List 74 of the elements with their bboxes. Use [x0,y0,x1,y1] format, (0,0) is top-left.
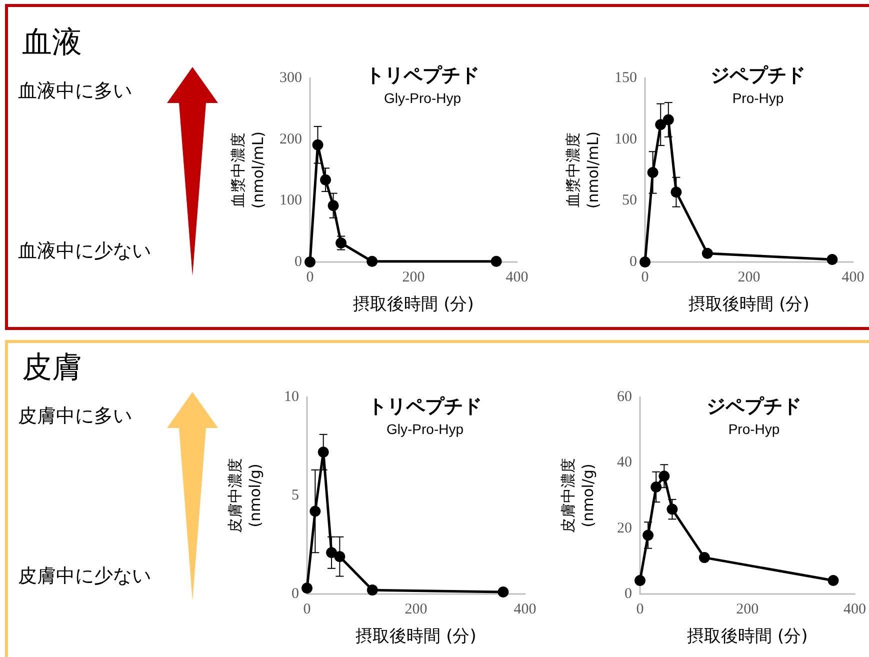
x-tick-label: 200 [404,602,428,618]
x-tick-label: 400 [506,270,528,286]
y-tick-label: 5 [292,488,299,504]
x-tick-label: 0 [641,270,649,286]
point [647,166,658,178]
x-axis-title: 摂取後時間 (分) [353,294,474,314]
text: 皮膚中に少ない [18,564,151,589]
y-axis-title: 皮膚中濃度 (nmol/g) [226,458,264,533]
x-tick-label: 200 [736,602,759,618]
y-tick-label: 60 [617,389,632,405]
point [326,547,338,558]
y-tick-label: 200 [280,131,302,148]
point [634,575,646,586]
y-axis-title: 血漿中濃度 (nmol/mL) [229,131,267,209]
chart-title: トリペプチド [368,396,482,418]
x-tick-label: 200 [402,270,425,286]
point [334,551,346,562]
y-tick-label: 20 [617,520,632,536]
y-tick-label: 10 [284,389,299,405]
point [670,186,682,198]
chart-title: ジペプチド [706,396,802,418]
point [662,114,674,126]
point [642,530,654,541]
y-tick-label: 50 [622,192,637,209]
y-tick-label: 100 [614,131,637,148]
x-tick-label: 400 [514,602,536,618]
point [650,481,662,492]
y-tick-label: 0 [630,254,637,270]
y-tick-label: 0 [624,586,632,602]
text: 血液中に少ない [18,239,151,264]
y-tick-label: 150 [614,70,637,86]
text: 血液中に多い [18,79,132,104]
point [320,174,332,186]
text: Pro-Hyp [728,421,780,437]
point [826,254,838,266]
point [655,119,666,130]
y-axis-title: 皮膚中濃度 (nmol/g) [559,458,597,533]
chart-title: トリペプチド [366,64,480,86]
point [658,470,670,482]
x-tick-label: 400 [844,602,866,618]
point [490,256,502,267]
point [698,552,710,564]
point [310,506,321,517]
y-tick-label: 100 [280,192,302,209]
point [702,248,713,259]
y-tick-label: 0 [292,586,299,602]
y-tick-label: 300 [280,70,302,86]
x-tick-label: 200 [738,270,760,286]
point [828,575,839,586]
point [366,256,378,267]
x-axis-title: 摂取後時間 (分) [687,626,808,646]
point [302,582,312,594]
x-tick-label: 400 [842,270,864,286]
point [666,504,678,515]
text: 血液 [22,24,82,62]
point [312,139,324,150]
point [366,584,378,596]
y-axis-title: 血漿中濃度 (nmol/mL) [564,131,602,209]
text: Pro-Hyp [732,90,784,106]
chart-title: ジペプチド [710,64,806,86]
point [304,256,316,268]
x-axis-title: 摂取後時間 (分) [688,294,810,314]
point [328,200,339,212]
text: 皮膚 [22,349,82,387]
x-tick-label: 0 [306,270,314,286]
text: Gly-Pro-Hyp [386,421,464,437]
text: 皮膚中に多い [18,404,132,429]
point [640,256,650,268]
x-axis-title: 摂取後時間 (分) [356,626,476,646]
y-tick-label: 40 [617,454,632,471]
text: Gly-Pro-Hyp [384,90,462,106]
y-tick-label: 0 [294,254,302,270]
point [498,586,509,598]
point [318,446,329,458]
